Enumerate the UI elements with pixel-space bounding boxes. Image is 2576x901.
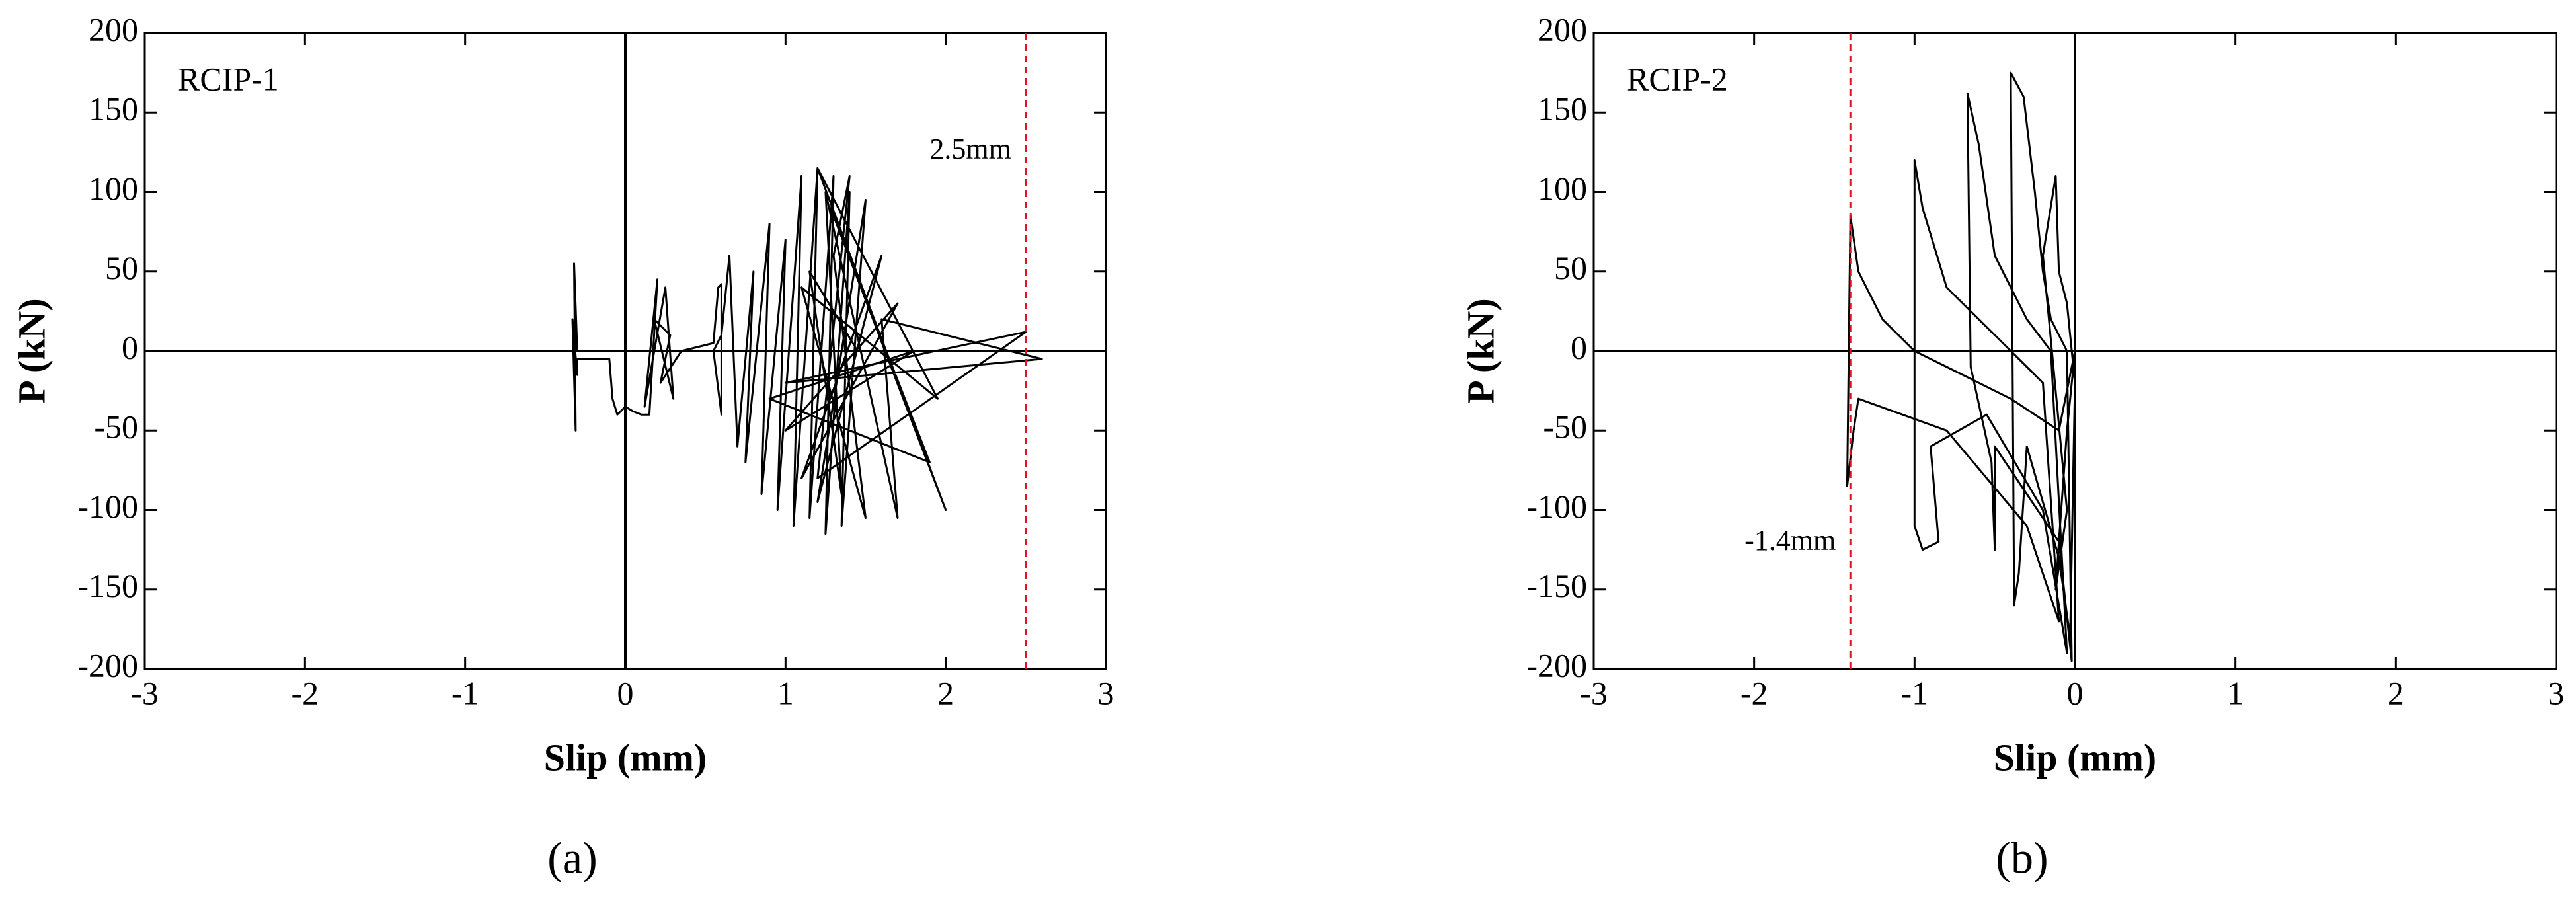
x-tick-label: -2 — [1740, 674, 1768, 711]
x-tick-label: 1 — [2227, 674, 2244, 711]
hysteresis-curve — [571, 167, 1043, 535]
x-tick-label: 0 — [617, 674, 634, 711]
panel: -3 -2 -1 0 1 2 3 -200 -150 -100 -50 0 50 100 150 200 -1.… — [1459, 11, 2564, 882]
x-tick-label: 3 — [2548, 674, 2565, 711]
y-tick-label: -100 — [77, 488, 138, 525]
y-tick-label: -50 — [1543, 409, 1587, 446]
x-tick-label: 1 — [777, 674, 794, 711]
y-tick-label: 200 — [1538, 11, 1587, 48]
x-axis-label: Slip (mm) — [1994, 736, 2157, 779]
x-tick-label: 3 — [1098, 674, 1114, 711]
y-tick-label: 100 — [89, 170, 138, 207]
y-tick-label: -150 — [1526, 567, 1587, 604]
x-tick-label: 2 — [937, 674, 954, 711]
y-axis-label: P (kN) — [10, 298, 53, 404]
y-tick-label: 50 — [1554, 249, 1587, 286]
x-tick-label: -2 — [292, 674, 319, 711]
y-tick-label: -200 — [1526, 646, 1587, 684]
y-tick-label: -50 — [94, 409, 138, 446]
x-tick-label: 0 — [2067, 674, 2084, 711]
panel-label: RCIP-1 — [178, 60, 279, 97]
x-tick-label: -1 — [451, 674, 479, 711]
hysteresis-curve — [1846, 71, 2099, 662]
y-tick-label: 0 — [122, 329, 138, 366]
x-tick-label: -3 — [131, 674, 159, 711]
panel-label: RCIP-2 — [1627, 60, 1728, 97]
y-tick-label: 50 — [105, 249, 138, 286]
y-tick-label: -100 — [1526, 488, 1587, 525]
limit-label: 2.5mm — [929, 133, 1011, 165]
y-tick-label: 150 — [1538, 91, 1587, 128]
x-tick-label: -1 — [1901, 674, 1929, 711]
limit-label: -1.4mm — [1744, 524, 1836, 557]
panel: -3 -2 -1 0 1 2 3 -200 -150 -100 -50 0 50 100 150 200 2.5… — [10, 11, 1114, 882]
y-tick-label: 200 — [89, 11, 138, 48]
x-tick-label: -3 — [1580, 674, 1608, 711]
x-tick-label: 2 — [2388, 674, 2404, 711]
panel-caption: (a) — [547, 833, 597, 883]
panel-caption: (b) — [1996, 833, 2048, 883]
y-tick-label: 0 — [1571, 329, 1587, 366]
y-tick-label: -200 — [77, 646, 138, 684]
y-tick-label: -150 — [77, 567, 138, 604]
x-axis-label: Slip (mm) — [544, 736, 707, 779]
y-tick-label: 150 — [89, 91, 138, 128]
y-tick-label: 100 — [1538, 170, 1587, 207]
y-axis-label: P (kN) — [1459, 298, 1502, 404]
